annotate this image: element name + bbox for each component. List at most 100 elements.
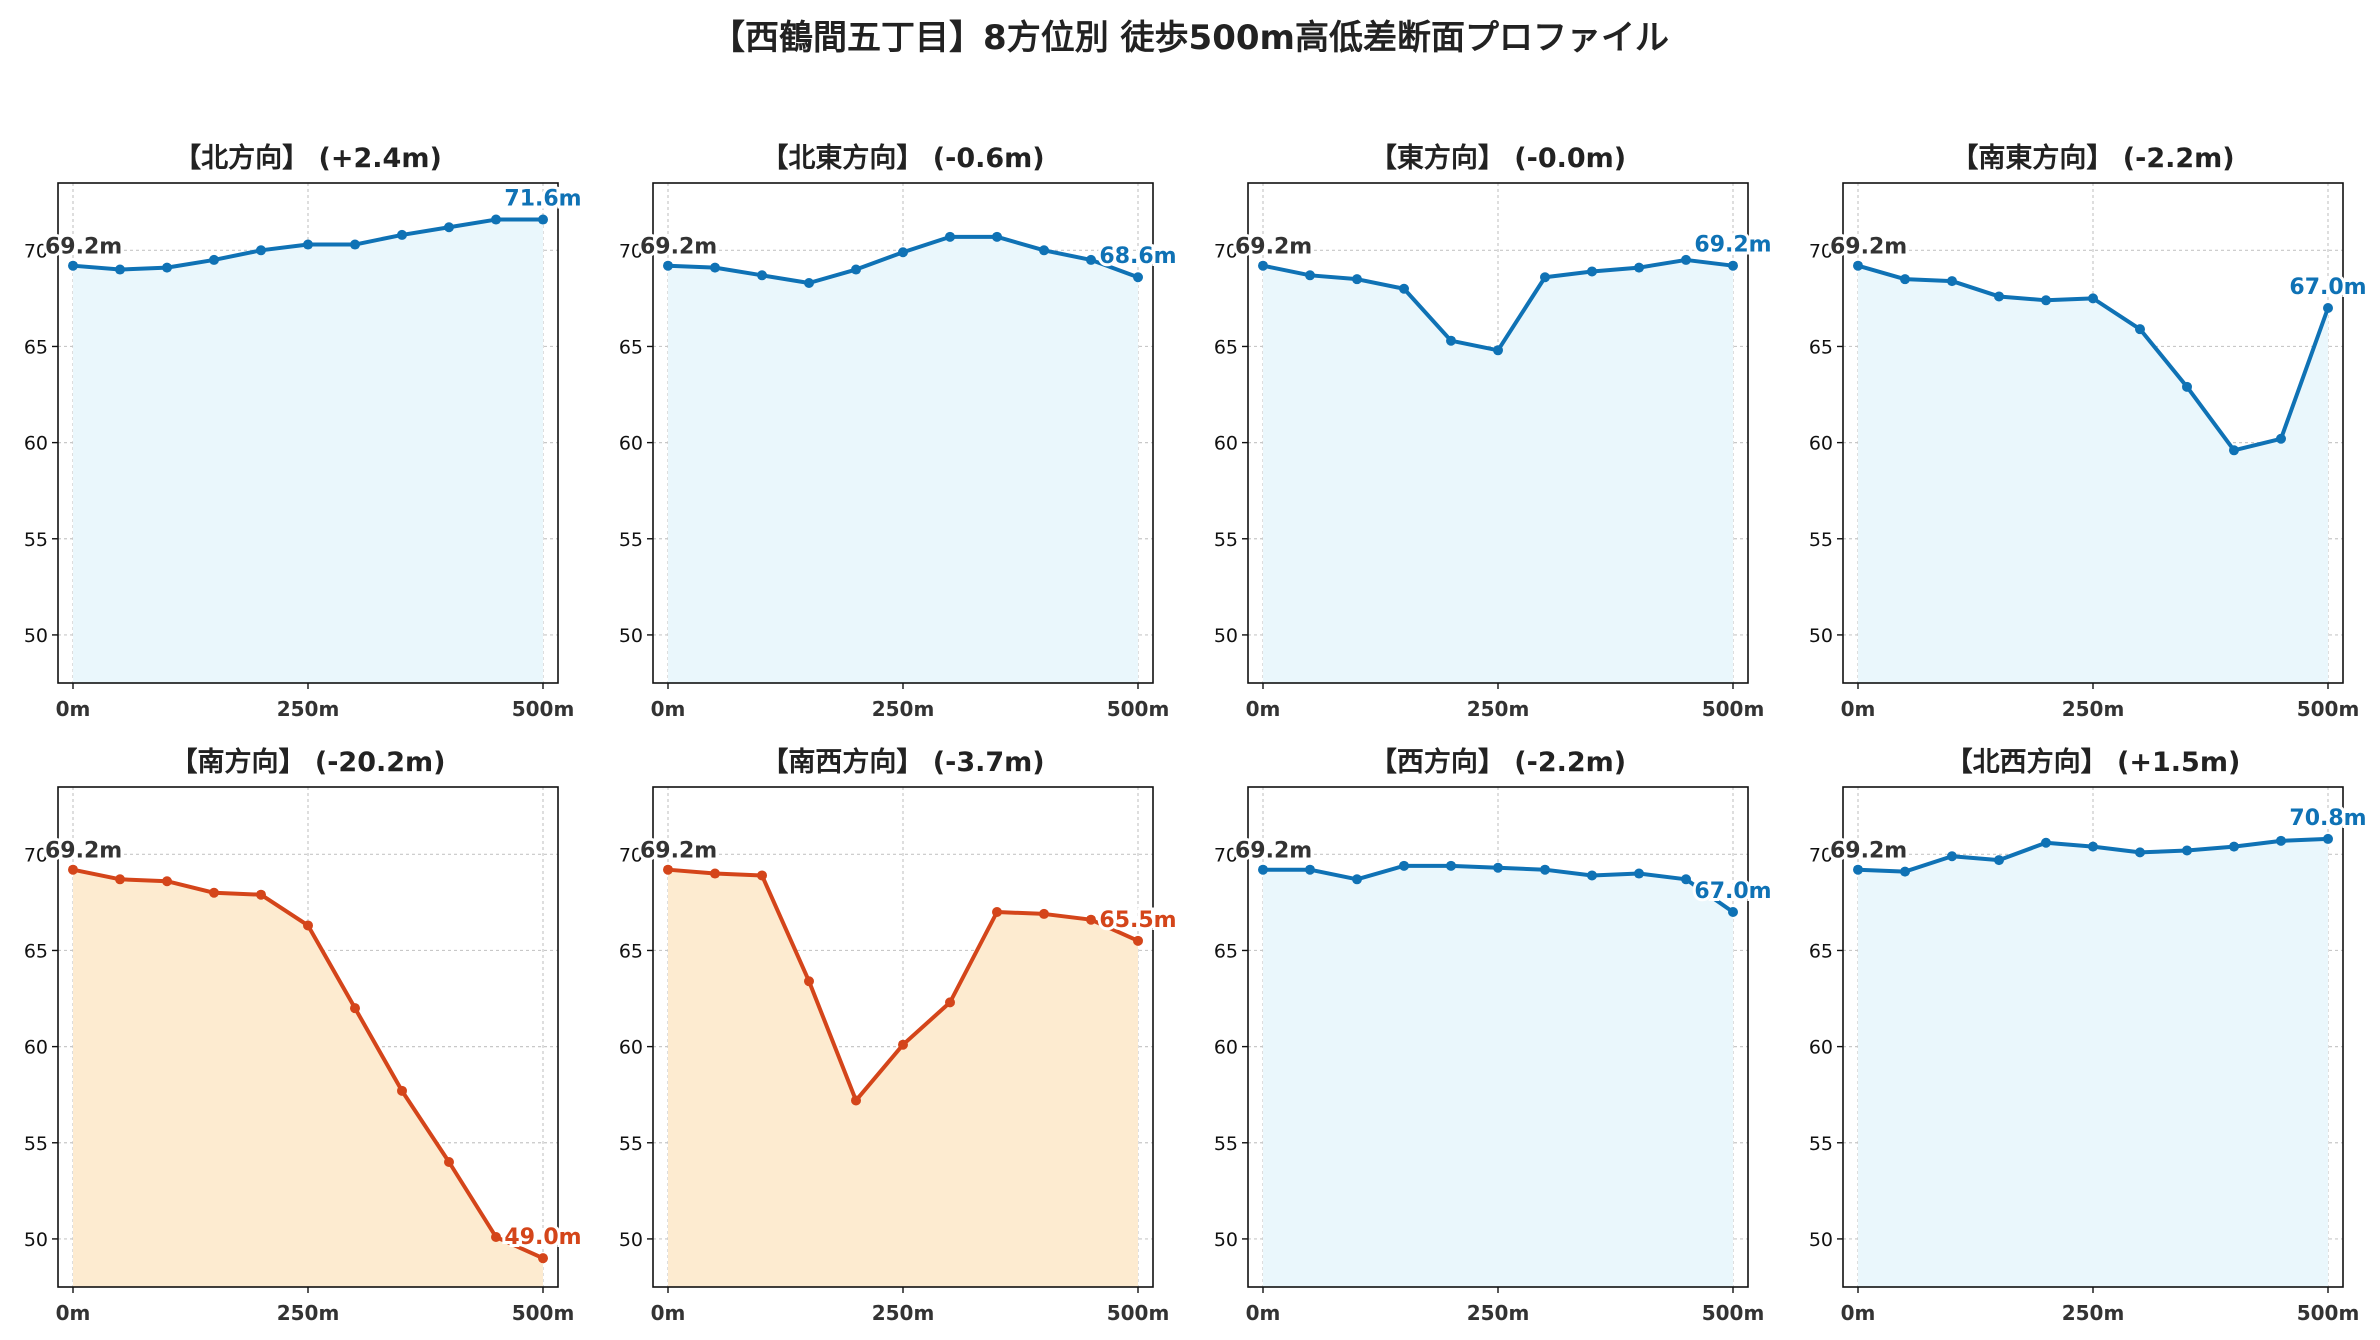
panel-7: 【北西方向】 (+1.5m) 50 55 60 65 70 0m 250m 500m 69.2m 7… (1809, 746, 2370, 1325)
y-tick-label: 55 (1809, 1133, 1833, 1155)
data-point (757, 870, 767, 881)
data-point (1086, 254, 1096, 265)
data-point (1994, 855, 2004, 866)
y-tick-label: 50 (1809, 1229, 1833, 1251)
x-tick-label: 500m (1107, 1301, 1170, 1325)
start-elevation-label: 69.2m (640, 839, 717, 864)
end-elevation-label: 68.6m (1099, 244, 1176, 269)
data-point (1728, 260, 1738, 271)
panel-title: 【北方向】 (+2.4m) (174, 142, 442, 174)
data-point (397, 1085, 407, 1096)
area-fill (1858, 265, 2328, 683)
data-point (115, 264, 125, 275)
area-fill (668, 869, 1138, 1287)
start-elevation-label: 69.2m (1830, 839, 1907, 864)
x-tick-label: 250m (277, 697, 340, 721)
panel-4: 【南方向】 (-20.2m) 50 55 60 65 70 0m 250m 500m 69.2m 4… (24, 746, 585, 1325)
x-tick-label: 0m (1246, 1301, 1281, 1325)
data-point (1133, 935, 1143, 946)
y-tick-label: 55 (24, 529, 48, 551)
y-tick-label: 70 (24, 240, 48, 262)
data-point (2088, 841, 2098, 852)
x-tick-label: 0m (1246, 697, 1281, 721)
panel-5: 【南西方向】 (-3.7m) 50 55 60 65 70 0m 250m 500m 69.2m 6… (619, 746, 1180, 1325)
data-point (256, 889, 266, 900)
data-point (1853, 260, 1863, 271)
data-point (1399, 860, 1409, 871)
data-point (68, 864, 78, 875)
y-tick-label: 55 (24, 1133, 48, 1155)
x-tick-label: 250m (1467, 697, 1530, 721)
data-point (350, 1003, 360, 1014)
x-tick-label: 500m (2297, 1301, 2360, 1325)
data-point (1493, 345, 1503, 356)
y-tick-label: 60 (619, 433, 643, 455)
panel-title: 【西方向】 (-2.2m) (1370, 746, 1626, 778)
data-point (1947, 851, 1957, 862)
data-point (1540, 272, 1550, 283)
data-point (710, 262, 720, 273)
data-point (350, 239, 360, 250)
y-tick-label: 50 (24, 1229, 48, 1251)
y-tick-label: 70 (1214, 240, 1238, 262)
data-point (1446, 860, 1456, 871)
data-point (538, 214, 548, 225)
data-point (992, 231, 1002, 242)
data-point (851, 264, 861, 275)
y-tick-label: 65 (619, 336, 643, 358)
end-elevation-label: 71.6m (504, 187, 581, 212)
x-tick-label: 250m (2062, 697, 2125, 721)
y-tick-label: 50 (619, 1229, 643, 1251)
data-point (945, 231, 955, 242)
panel-1: 【北東方向】 (-0.6m) 50 55 60 65 70 0m 250m 500m 69.2m 6… (619, 142, 1180, 721)
area-fill (1858, 838, 2328, 1287)
y-tick-label: 65 (619, 940, 643, 962)
data-point (710, 868, 720, 879)
data-point (2182, 845, 2192, 856)
data-point (2041, 837, 2051, 848)
data-point (1399, 283, 1409, 294)
data-point (898, 247, 908, 258)
y-tick-label: 55 (619, 1133, 643, 1155)
y-tick-label: 70 (1809, 844, 1833, 866)
data-point (115, 874, 125, 885)
data-point (945, 997, 955, 1008)
panel-title: 【南西方向】 (-3.7m) (761, 746, 1044, 778)
data-point (851, 1095, 861, 1106)
x-tick-label: 0m (651, 1301, 686, 1325)
data-point (2182, 381, 2192, 392)
x-tick-label: 500m (1107, 697, 1170, 721)
data-point (1305, 864, 1315, 875)
y-tick-label: 65 (1214, 940, 1238, 962)
data-point (1900, 274, 1910, 285)
data-point (162, 876, 172, 887)
x-tick-label: 0m (56, 697, 91, 721)
x-tick-label: 0m (1841, 1301, 1876, 1325)
area-fill (668, 236, 1138, 683)
data-point (1039, 245, 1049, 256)
y-tick-label: 50 (24, 625, 48, 647)
start-elevation-label: 69.2m (640, 235, 717, 260)
data-point (804, 976, 814, 987)
y-tick-label: 65 (1809, 336, 1833, 358)
y-tick-label: 60 (1809, 1037, 1833, 1059)
data-point (303, 920, 313, 931)
data-point (804, 278, 814, 288)
x-tick-label: 500m (512, 697, 575, 721)
data-point (1133, 272, 1143, 283)
data-point (68, 260, 78, 271)
panel-title: 【北西方向】 (+1.5m) (1946, 746, 2241, 778)
area-fill (73, 219, 543, 684)
y-tick-label: 70 (24, 844, 48, 866)
panel-title: 【南東方向】 (-2.2m) (1951, 142, 2234, 174)
data-point (1728, 907, 1738, 917)
panel-title: 【東方向】 (-0.0m) (1370, 142, 1626, 174)
y-tick-label: 60 (1214, 1037, 1238, 1059)
y-tick-label: 50 (1214, 625, 1238, 647)
x-tick-label: 250m (2062, 1301, 2125, 1325)
x-tick-label: 0m (1841, 697, 1876, 721)
data-point (209, 887, 219, 898)
end-elevation-label: 70.8m (2289, 806, 2366, 831)
panel-title: 【南方向】 (-20.2m) (170, 746, 445, 778)
